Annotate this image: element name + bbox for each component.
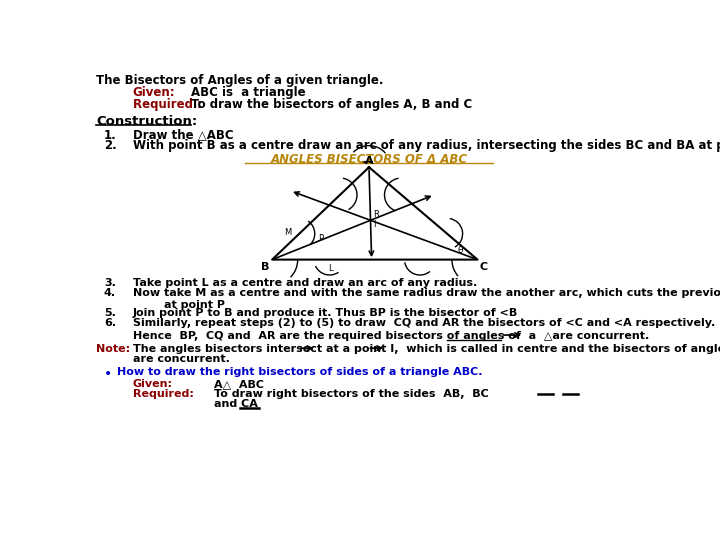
Text: C: C: [480, 262, 488, 272]
Text: A: A: [365, 156, 373, 166]
Text: How to draw the right bisectors of sides of a triangle ABC.: How to draw the right bisectors of sides…: [117, 367, 482, 377]
Text: R: R: [374, 211, 379, 219]
Text: Similarly, repeat steps (2) to (5) to draw  CQ and AR the bisectors of <C and <A: Similarly, repeat steps (2) to (5) to dr…: [132, 318, 715, 328]
Text: Required :: Required :: [132, 98, 202, 111]
Text: Take point L as a centre and draw an arc of any radius.: Take point L as a centre and draw an arc…: [132, 278, 477, 288]
Text: 1.: 1.: [104, 129, 117, 141]
Text: Required:: Required:: [132, 389, 194, 399]
Text: Hence  BP,  CQ and  AR are the required bisectors of angles of  a  △are concurre: Hence BP, CQ and AR are the required bis…: [132, 331, 649, 341]
Text: Now take M as a centre and with the same radius draw the another arc, which cuts: Now take M as a centre and with the same…: [132, 288, 720, 310]
Text: ANGLES BISECTORS OF Δ ABC: ANGLES BISECTORS OF Δ ABC: [271, 153, 467, 166]
Text: 3.: 3.: [104, 278, 116, 288]
Text: ABC is  a triangle: ABC is a triangle: [191, 86, 305, 99]
Text: To draw the bisectors of angles A, B and C: To draw the bisectors of angles A, B and…: [191, 98, 472, 111]
Text: P: P: [318, 234, 323, 244]
Text: The angles bisectors intersect at a point I,  which is called in centre and the : The angles bisectors intersect at a poin…: [132, 345, 720, 354]
Text: Join point P to B and produce it. Thus BP is the bisector of <B: Join point P to B and produce it. Thus B…: [132, 308, 518, 318]
Text: To draw right bisectors of the sides  AB,  BC: To draw right bisectors of the sides AB,…: [214, 389, 489, 399]
Text: Given:: Given:: [132, 379, 173, 389]
Text: 2.: 2.: [104, 139, 117, 152]
Text: 5.: 5.: [104, 308, 116, 318]
Text: B: B: [261, 262, 269, 272]
Text: and CA: and CA: [214, 399, 258, 409]
Text: Construction:: Construction:: [96, 115, 197, 128]
Text: I: I: [373, 220, 375, 228]
Text: •: •: [104, 367, 112, 381]
Text: 4.: 4.: [104, 288, 116, 298]
Text: L: L: [328, 264, 333, 273]
Text: 6.: 6.: [104, 318, 116, 328]
Text: M: M: [284, 228, 292, 237]
Text: A△  ABC: A△ ABC: [214, 379, 264, 389]
Text: With point B as a centre draw an arc of any radius, intersecting the sides BC an: With point B as a centre draw an arc of …: [132, 139, 720, 152]
Text: The Bisectors of Angles of a given triangle.: The Bisectors of Angles of a given trian…: [96, 74, 384, 87]
Text: are concurrent.: are concurrent.: [132, 354, 230, 364]
Text: θ: θ: [458, 246, 463, 255]
Text: Note:: Note:: [96, 345, 130, 354]
Text: Draw the △ABC: Draw the △ABC: [132, 129, 233, 141]
Text: Given:: Given:: [132, 86, 175, 99]
